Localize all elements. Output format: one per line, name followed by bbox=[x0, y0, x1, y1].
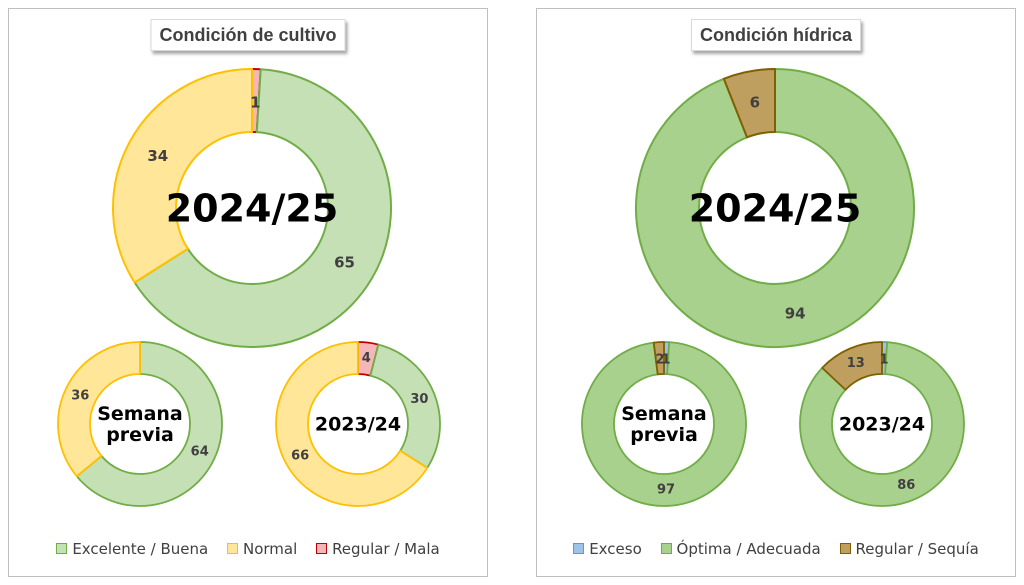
value-label-optima-adecuada: 86 bbox=[897, 478, 915, 493]
legend-label: Excelente / Buena bbox=[72, 539, 209, 558]
legend-swatch bbox=[573, 543, 585, 554]
legend-swatch bbox=[56, 543, 68, 554]
value-label-exceso: 1 bbox=[880, 353, 889, 368]
donut-chart-semana-previa: 1 97 2 Semana previa bbox=[581, 341, 747, 507]
donut-segment-optima-adecuada bbox=[799, 341, 965, 507]
value-label-excelente-buena: 30 bbox=[410, 392, 428, 407]
center-label: Semana previa bbox=[621, 403, 707, 446]
water-condition-panel: Condición hídrica 94 6 2024/25 1 97 2 Semana pr… bbox=[536, 8, 1016, 577]
legend-swatch bbox=[660, 543, 672, 554]
legend-label: Normal bbox=[243, 539, 298, 558]
donut-chart-semana-previa: 64 36 Semana previa bbox=[57, 341, 223, 507]
crop-condition-charts: 1 65 34 2024/25 64 36 Semana previa 4 30 66 2023/24 bbox=[57, 68, 441, 507]
value-label-regular-sequia: 6 bbox=[750, 93, 760, 111]
donut-segment-optima-adecuada bbox=[635, 68, 915, 348]
legend-item-excelente-buena: Excelente / Buena bbox=[56, 540, 208, 558]
water-condition-legend: Exceso Óptima / Adecuada Regular / Sequí… bbox=[537, 540, 1015, 559]
center-label: 2024/25 bbox=[166, 186, 339, 230]
value-label-regular-sequia: 2 bbox=[655, 353, 664, 368]
donut-chart-2023-24: 4 30 66 2023/24 bbox=[275, 341, 441, 507]
donut-segment-normal bbox=[112, 68, 253, 284]
legend-label: Regular / Sequía bbox=[855, 539, 979, 558]
crop-condition-title: Condición de cultivo bbox=[150, 19, 346, 51]
donut-chart-2024-25: 1 65 34 2024/25 bbox=[112, 68, 392, 348]
donut-segment-regular-sequia bbox=[821, 341, 883, 391]
legend-label: Óptima / Adecuada bbox=[676, 539, 821, 558]
legend-item-normal: Normal bbox=[227, 540, 297, 558]
center-label: 2023/24 bbox=[315, 414, 401, 436]
donut-chart-2024-25: 94 6 2024/25 bbox=[635, 68, 915, 348]
donut-segment-excelente-buena bbox=[75, 341, 223, 507]
donut-segment-normal bbox=[275, 341, 429, 507]
donut-chart-2023-24: 1 86 13 2023/24 bbox=[799, 341, 965, 507]
value-label-exceso: 1 bbox=[662, 353, 671, 368]
crop-condition-panel: Condición de cultivo 1 65 34 2024/25 64 36 Sem… bbox=[8, 8, 488, 577]
value-label-optima-adecuada: 97 bbox=[657, 482, 675, 497]
legend-label: Regular / Mala bbox=[332, 539, 440, 558]
value-label-normal: 36 bbox=[71, 388, 89, 403]
value-label-regular-mala: 1 bbox=[250, 94, 260, 112]
value-label-optima-adecuada: 94 bbox=[785, 305, 806, 323]
legend-item-regular-mala: Regular / Mala bbox=[316, 540, 440, 558]
legend-swatch bbox=[316, 543, 328, 554]
value-label-excelente-buena: 64 bbox=[191, 445, 209, 460]
water-condition-charts: 94 6 2024/25 1 97 2 Semana previa 1 86 13 2023/24 bbox=[581, 68, 965, 507]
value-label-normal: 34 bbox=[147, 147, 168, 165]
value-label-normal: 66 bbox=[291, 448, 309, 463]
donut-segment-regular-sequia bbox=[652, 341, 665, 376]
value-label-excelente-buena: 65 bbox=[334, 254, 355, 272]
value-label-regular-mala: 4 bbox=[362, 351, 371, 366]
donut-segment-normal bbox=[57, 341, 141, 478]
legend-swatch bbox=[839, 543, 851, 554]
crop-condition-legend: Excelente / Buena Normal Regular / Mala bbox=[9, 540, 487, 559]
donut-segment-excelente-buena bbox=[133, 68, 392, 348]
center-label: 2024/25 bbox=[689, 186, 862, 230]
legend-swatch bbox=[227, 543, 238, 554]
legend-item-exceso: Exceso bbox=[573, 540, 642, 558]
donut-segment-regular-sequia bbox=[722, 68, 776, 139]
center-label: Semana previa bbox=[97, 403, 183, 446]
water-condition-title: Condición hídrica bbox=[690, 19, 862, 51]
donut-segment-optima-adecuada bbox=[581, 341, 747, 507]
legend-label: Exceso bbox=[589, 539, 642, 558]
donut-segment-excelente-buena bbox=[369, 343, 441, 469]
legend-item-regular-sequia: Regular / Sequía bbox=[839, 539, 979, 558]
center-label: 2023/24 bbox=[839, 414, 925, 436]
legend-item-optima-adecuada: Óptima / Adecuada bbox=[660, 539, 821, 558]
value-label-regular-sequia: 13 bbox=[847, 356, 865, 371]
